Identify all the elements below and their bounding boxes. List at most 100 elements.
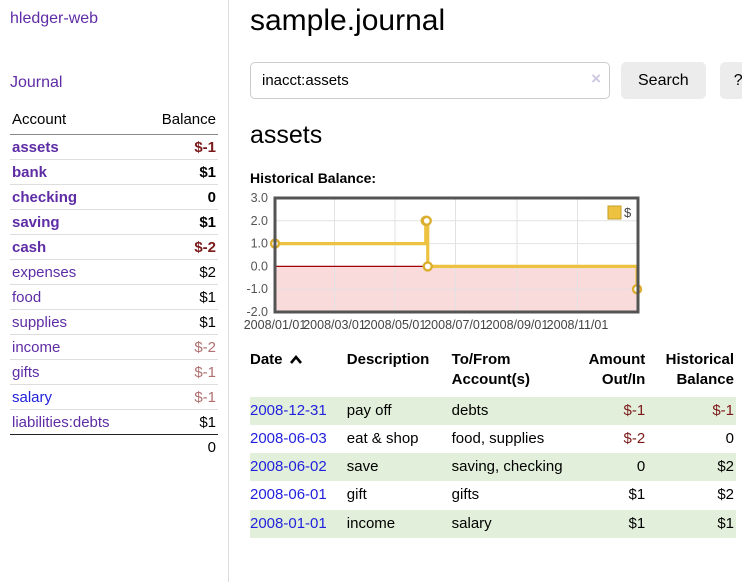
app-title-link[interactable]: hledger-web [10, 10, 99, 27]
accounts-table: Account Balance assets $-1 bank $1 checking 0… [10, 108, 218, 459]
transaction-date-link[interactable]: 2008-06-01 [250, 486, 327, 504]
transaction-date-cell: 2008-01-01 [250, 509, 347, 538]
accounts-total-row: 0 [10, 434, 218, 459]
sidebar: hledger-web Journal Account Balance asse… [0, 0, 229, 582]
sidebar-item-journal[interactable]: Journal [10, 74, 63, 91]
accounts-total-value: 0 [142, 434, 218, 459]
transaction-amount-cell: $1 [570, 509, 648, 538]
transaction-balance-cell: $-1 [647, 396, 736, 425]
account-balance: $2 [142, 259, 218, 285]
transaction-accounts-cell: gifts [451, 486, 480, 504]
transaction-date-link[interactable]: 2008-06-02 [250, 458, 327, 475]
register-header-accounts: To/From Account(s) [451, 351, 530, 389]
accounts-header-account: Account [10, 108, 143, 135]
register-header-balance: Historical Balance [665, 351, 734, 389]
sidebar-account-food[interactable]: food [12, 288, 42, 306]
register-row: 2008-06-03 eat & shop food, supplies $-2 0 [250, 425, 736, 453]
register-row: 2008-12-31 pay off debts $-1 $-1 [250, 396, 736, 425]
account-balance: $-2 [142, 234, 218, 260]
svg-text:2008/03/01: 2008/03/01 [303, 318, 366, 332]
transaction-accounts-cell: saving, checking [451, 453, 571, 482]
transaction-description-cell: pay off [346, 396, 452, 425]
sidebar-account-bank[interactable]: bank [12, 163, 48, 181]
sidebar-account-expenses[interactable]: expenses [12, 263, 77, 281]
sidebar-account-assets[interactable]: assets [12, 138, 59, 156]
sidebar-account-cash[interactable]: cash [12, 238, 47, 256]
account-row: supplies $1 [10, 309, 218, 335]
transaction-description-cell: save [346, 453, 452, 482]
transaction-date-link[interactable]: 2008-06-03 [250, 429, 327, 447]
search-input[interactable] [250, 62, 610, 99]
page-title: sample.journal [250, 4, 446, 37]
transaction-date-cell: 2008-12-31 [250, 396, 347, 425]
account-row: salary $-1 [10, 384, 218, 410]
clear-search-icon[interactable]: × [591, 69, 601, 88]
svg-text:2.0: 2.0 [251, 214, 268, 228]
svg-text:3.0: 3.0 [251, 191, 268, 205]
sidebar-account-saving[interactable]: saving [12, 213, 60, 231]
transaction-date-link[interactable]: 2008-01-01 [250, 514, 327, 532]
transaction-accounts-cell: debts [451, 396, 571, 425]
transaction-description-cell: gift [346, 486, 367, 504]
sidebar-account-gifts[interactable]: gifts [12, 363, 40, 381]
svg-text:2008/09/01: 2008/09/01 [486, 318, 549, 332]
transaction-description-cell: eat & shop [346, 429, 419, 447]
transaction-balance-cell: $1 [647, 509, 736, 538]
svg-text:2008/01/01: 2008/01/01 [244, 318, 307, 332]
accounts-header-row: Account Balance [10, 108, 218, 135]
svg-text:$: $ [624, 205, 632, 220]
account-balance: 0 [142, 184, 218, 210]
sidebar-account-liabilities-debts[interactable]: liabilities:debts [12, 413, 110, 431]
sidebar-account-income[interactable]: income [12, 338, 61, 356]
register-header-date[interactable]: Date [250, 348, 347, 397]
register-row: 2008-06-01 gift gifts $1 $2 [250, 481, 736, 509]
svg-text:2008/07/01: 2008/07/01 [424, 318, 487, 332]
sort-ascending-icon [289, 351, 303, 371]
help-button[interactable]: ? [719, 62, 742, 99]
svg-text:-1.0: -1.0 [246, 282, 268, 296]
sidebar-account-checking[interactable]: checking [12, 188, 78, 206]
transaction-balance-cell: $2 [717, 486, 734, 504]
search-form: × Search ? [250, 62, 742, 99]
sidebar-account-supplies[interactable]: supplies [12, 313, 68, 331]
transaction-description-cell: income [346, 509, 452, 538]
account-row: income $-2 [10, 334, 218, 360]
account-row: cash $-2 [10, 234, 218, 260]
register-header-description: Description [346, 351, 430, 368]
account-balance: $1 [142, 209, 218, 235]
account-balance: $1 [142, 159, 218, 185]
account-balance: $1 [142, 284, 218, 310]
register-row: 2008-06-02 save saving, checking 0 $2 [250, 453, 736, 482]
transaction-accounts-cell: salary [451, 509, 571, 538]
transaction-amount-cell: $-2 [623, 429, 646, 447]
accounts-header-balance: Balance [142, 108, 218, 135]
register-row: 2008-01-01 income salary $1 $1 [250, 509, 736, 538]
transaction-amount-cell: $1 [628, 486, 646, 504]
account-balance: $-1 [142, 359, 218, 385]
account-row: liabilities:debts $1 [10, 409, 218, 435]
account-row: saving $1 [10, 209, 218, 235]
svg-text:1.0: 1.0 [251, 237, 268, 251]
account-row: assets $-1 [10, 135, 218, 160]
transaction-balance-cell: 0 [725, 429, 734, 447]
svg-text:2008/11/01: 2008/11/01 [547, 318, 609, 332]
transaction-date-cell: 2008-06-01 [250, 481, 347, 509]
register-header-row: Date Description To/From Account(s) Amou… [250, 348, 736, 397]
main-content: sample.journal × Search ? assets Histori… [229, 0, 742, 582]
transaction-amount-cell: $-1 [570, 396, 648, 425]
account-row: bank $1 [10, 159, 218, 185]
account-balance: $1 [142, 409, 218, 435]
accounts-total-spacer [10, 434, 143, 459]
svg-text:2008/05/01: 2008/05/01 [364, 318, 427, 332]
svg-text:0.0: 0.0 [251, 259, 268, 273]
account-row: food $1 [10, 284, 218, 310]
transaction-date-link[interactable]: 2008-12-31 [250, 401, 327, 419]
transaction-accounts-cell: food, supplies [451, 429, 545, 447]
transaction-amount-cell: 0 [570, 453, 648, 482]
register-header-amount: Amount Out/In [588, 351, 646, 389]
search-button[interactable]: Search [621, 62, 706, 99]
sidebar-account-salary[interactable]: salary [12, 388, 53, 406]
transaction-balance-cell: $2 [647, 453, 736, 482]
historical-balance-chart: 3.0 2.0 1.0 0.0 -1.0 -2.0 2008/01/01 2008/03/01… [244, 191, 742, 332]
